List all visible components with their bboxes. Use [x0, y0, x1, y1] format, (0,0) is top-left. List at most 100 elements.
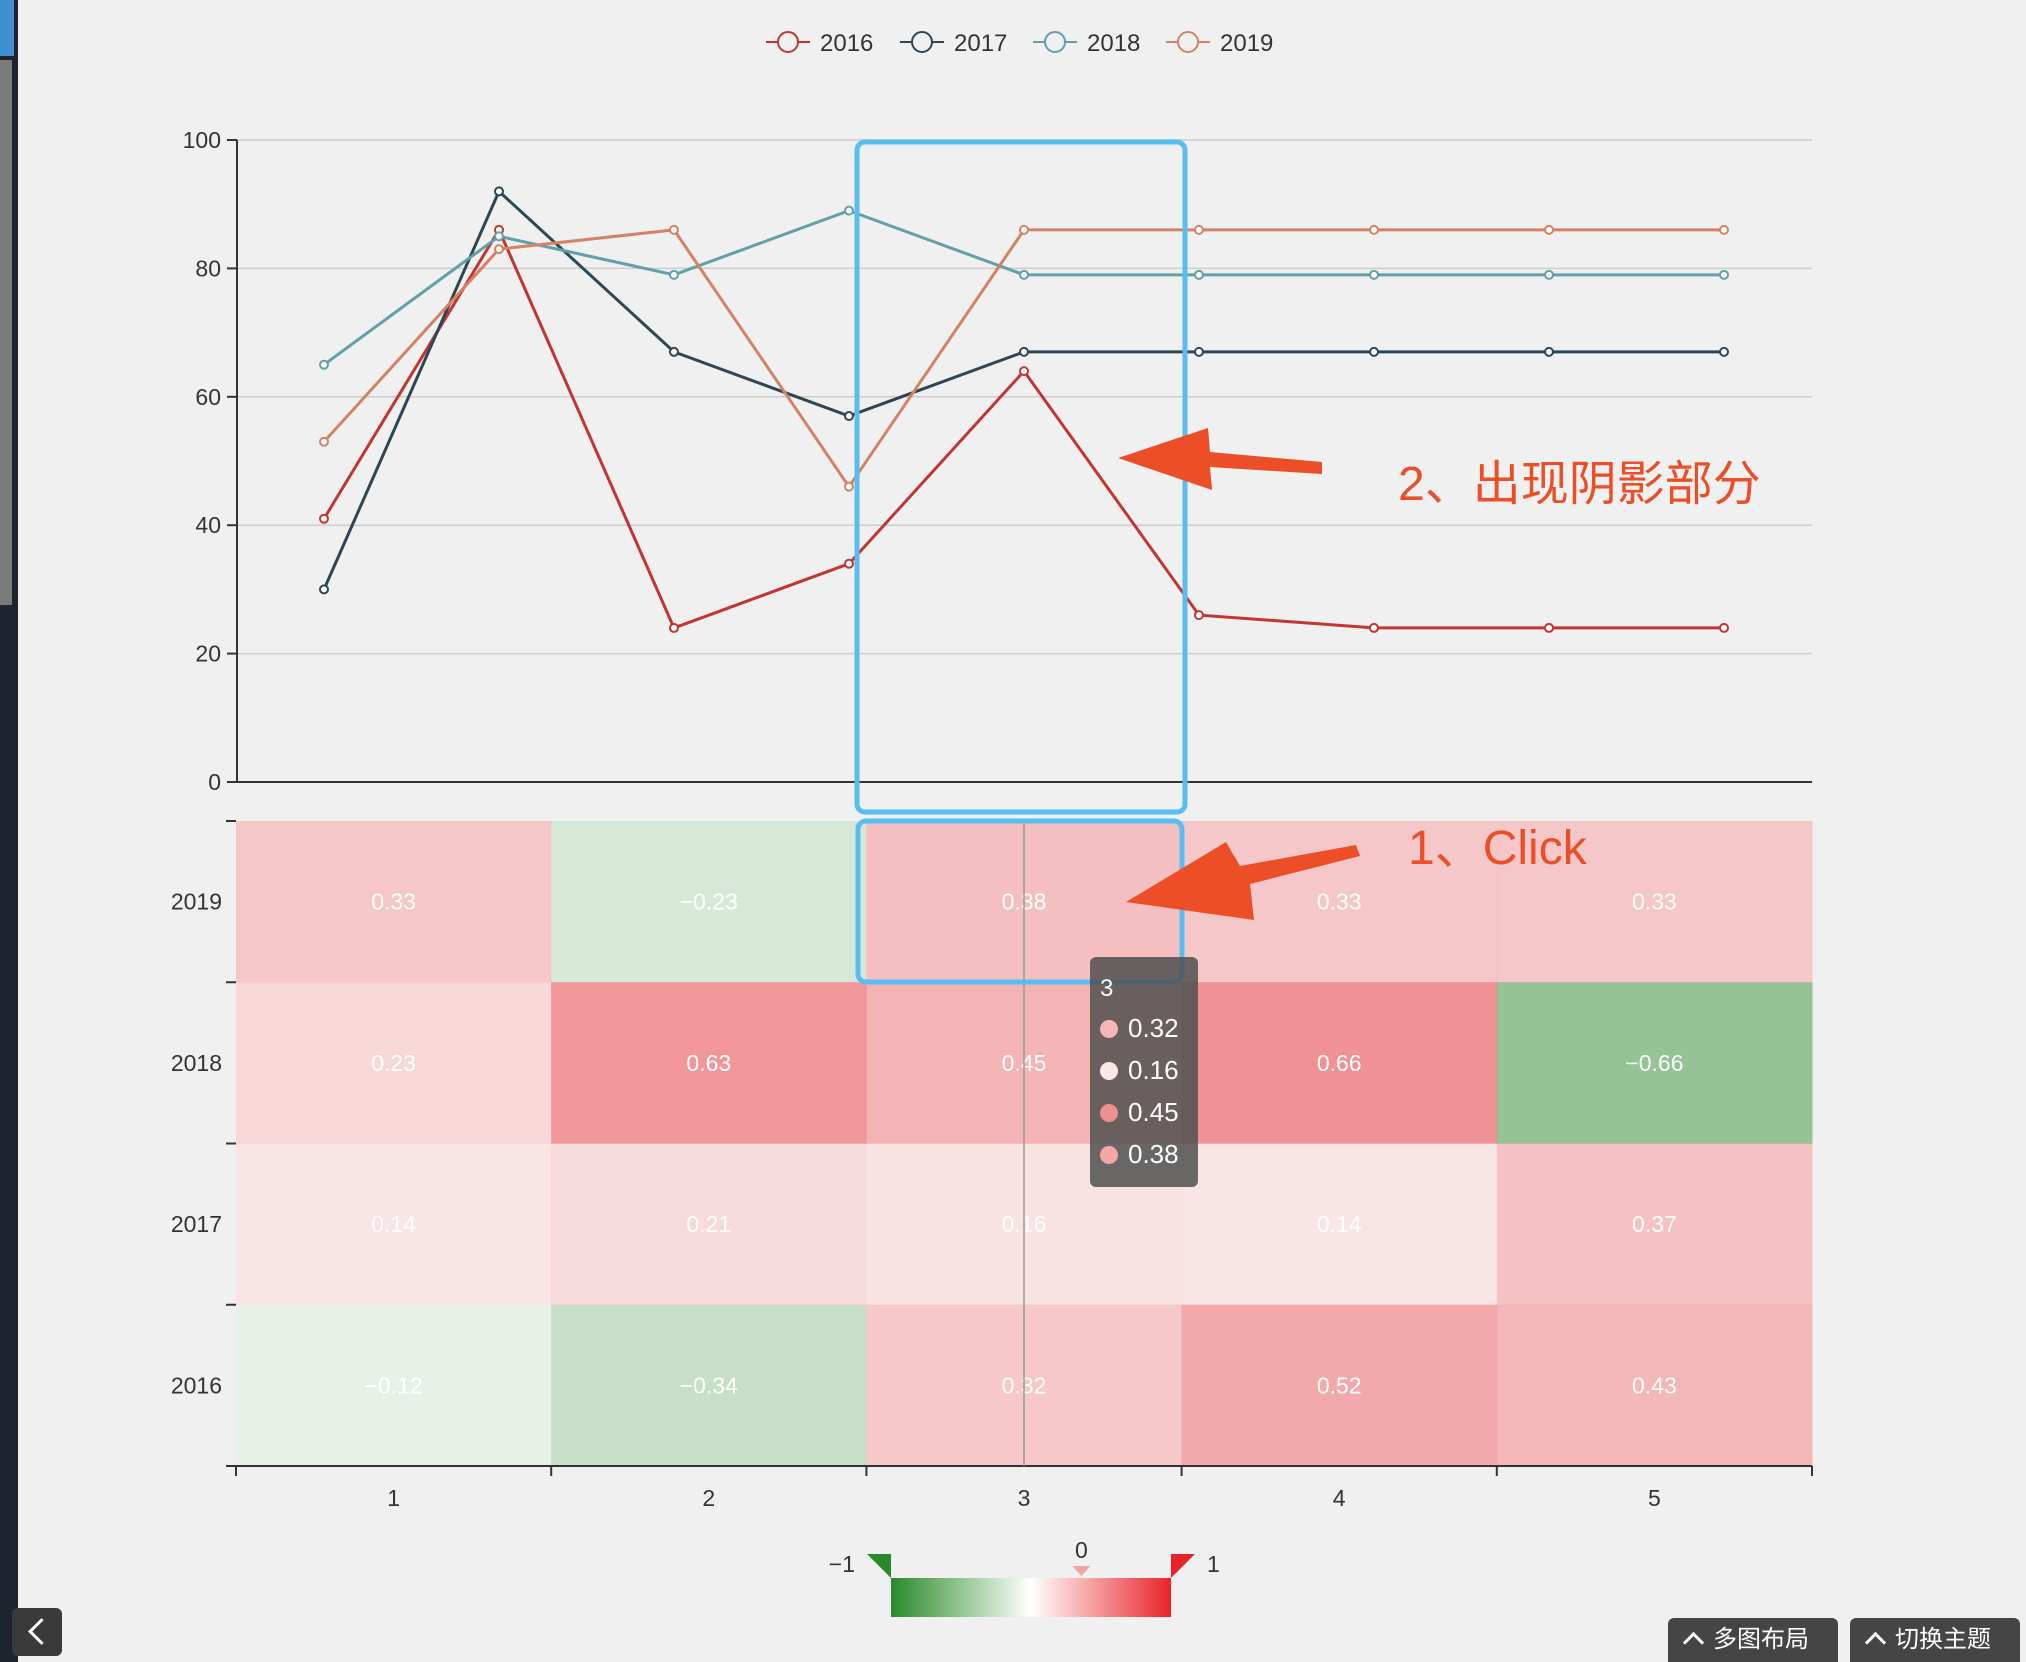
- arrow-to-cell-icon: [1126, 842, 1360, 920]
- data-point: [1194, 346, 1204, 357]
- heatmap-cell-label: 0.63: [686, 1050, 731, 1076]
- data-point: [844, 411, 854, 422]
- data-point: [669, 269, 679, 280]
- heatmap-cell: [1181, 1304, 1498, 1467]
- legend-label: 2018: [1087, 30, 1140, 57]
- heatmap-cell-label: 0.43: [1632, 1372, 1677, 1398]
- heatmap-axes: 1 2 3 4 5 2019 2018 2017 2016: [171, 820, 1813, 1511]
- tooltip-row: 0.45: [1100, 1091, 1198, 1133]
- data-point: [494, 231, 504, 242]
- switch-theme-button[interactable]: 切换主题: [1850, 1618, 2020, 1662]
- y-tick-label: 2018: [171, 1050, 222, 1076]
- tooltip: 3 0.32 0.16 0.45 0.38: [1090, 957, 1198, 1187]
- visual-map-indicator-label: 0: [1075, 1537, 1088, 1563]
- data-point: [1194, 610, 1204, 621]
- chevron-up-icon: [1864, 1631, 1887, 1654]
- y-tick-label: 40: [195, 512, 221, 538]
- heatmap-cell-label: 0.33: [1317, 889, 1362, 915]
- tooltip-row: 0.16: [1100, 1049, 1198, 1091]
- data-point: [319, 359, 329, 370]
- tooltip-dot: [1100, 1020, 1118, 1038]
- arrow-to-shadow-icon: [1118, 428, 1322, 490]
- data-point: [844, 481, 854, 492]
- data-point: [1194, 269, 1204, 280]
- sidebar-tab[interactable]: [0, 0, 14, 56]
- tooltip-value: 0.16: [1128, 1055, 1179, 1085]
- x-tick-label: 5: [1648, 1485, 1661, 1511]
- data-point: [1194, 224, 1204, 235]
- legend[interactable]: 2016 2017 2018 2019: [766, 30, 1273, 57]
- heatmap-cell-label: 0.33: [1632, 889, 1677, 915]
- data-point: [319, 436, 329, 447]
- tooltip-row: 0.38: [1100, 1133, 1198, 1175]
- heatmap-cell-label: 0.21: [686, 1211, 731, 1237]
- data-point: [319, 513, 329, 524]
- heatmap-cell-label: 0.52: [1317, 1372, 1362, 1398]
- heatmap-cell-label: −0.12: [364, 1372, 422, 1398]
- tooltip-dot: [1100, 1146, 1118, 1164]
- x-tick-label: 2: [702, 1485, 715, 1511]
- heatmap-cell-label: 0.14: [1317, 1211, 1362, 1237]
- data-point: [494, 244, 504, 255]
- data-point: [1019, 269, 1029, 280]
- tooltip-dot: [1100, 1062, 1118, 1080]
- y-tick-label: 0: [208, 769, 221, 795]
- heatmap-cell-label: 0.33: [371, 889, 416, 915]
- line-chart-series[interactable]: [319, 186, 1729, 633]
- heatmap-cell: [1496, 982, 1813, 1144]
- x-tick-label: 3: [1018, 1485, 1031, 1511]
- tooltip-row: 0.32: [1100, 1007, 1198, 1049]
- tooltip-value: 0.32: [1128, 1013, 1179, 1043]
- heatmap-cell-label: −0.66: [1625, 1050, 1683, 1076]
- heatmap-cell: [1496, 821, 1813, 983]
- data-point: [669, 224, 679, 235]
- legend-label: 2017: [954, 30, 1007, 57]
- data-point: [1544, 224, 1554, 235]
- visual-map-indicator: [1072, 1566, 1091, 1576]
- legend-label: 2019: [1220, 30, 1273, 57]
- x-tick-label: 4: [1333, 1485, 1346, 1511]
- annotation-step-2: 2、出现阴影部分: [1398, 458, 1761, 511]
- x-tick-label: 1: [387, 1485, 400, 1511]
- legend-marker: [1177, 31, 1199, 53]
- heatmap-cell: [236, 821, 552, 983]
- heatmap-cell-label: 0.37: [1632, 1211, 1677, 1237]
- data-point: [1544, 346, 1554, 357]
- heatmap-cell: [1496, 1304, 1813, 1467]
- annotation-step-1: 1、Click: [1408, 822, 1587, 875]
- heatmap-cell: [551, 1304, 867, 1467]
- tooltip-value: 0.45: [1128, 1097, 1179, 1127]
- multi-chart-layout-button[interactable]: 多图布局: [1668, 1618, 1838, 1662]
- y-tick-label: 60: [195, 384, 221, 410]
- left-sidebar-strip: [0, 0, 18, 1662]
- heatmap-cell: [551, 982, 867, 1144]
- heatmap-cells[interactable]: 0.33 −0.23 0.38 0.33 0.33 0.23 0.63 0.45 0.66 −0.…: [236, 821, 1813, 1467]
- data-point: [1544, 269, 1554, 280]
- y-tick-label: 2016: [171, 1372, 222, 1398]
- visual-map-max-label: 1: [1207, 1551, 1220, 1577]
- y-tick-label: 100: [183, 127, 221, 153]
- heatmap-cell-label: 0.66: [1317, 1050, 1362, 1076]
- visual-map[interactable]: −1 1 0: [829, 1537, 1220, 1617]
- sidebar-scrollbar[interactable]: [0, 60, 12, 605]
- series-line-2016: [322, 226, 1724, 630]
- visual-map-max-handle: [1171, 1554, 1195, 1578]
- y-tick-label: 2017: [171, 1211, 222, 1237]
- data-point: [1719, 622, 1729, 633]
- tooltip-title: 3: [1100, 975, 1114, 1002]
- series-line-2017: [322, 188, 1724, 591]
- data-point: [844, 205, 854, 216]
- y-tick-label: 80: [195, 255, 221, 281]
- data-point: [494, 186, 504, 197]
- back-button[interactable]: [12, 1608, 62, 1656]
- visual-map-bar: [891, 1578, 1171, 1617]
- data-point: [1369, 224, 1379, 235]
- data-point: [669, 622, 679, 633]
- legend-label: 2016: [820, 30, 873, 57]
- data-point: [319, 584, 329, 595]
- heatmap-cell: [236, 1143, 552, 1306]
- highlight-box-shadow-area: [854, 139, 1188, 815]
- heatmap-cell-label: 0.23: [371, 1050, 416, 1076]
- visual-map-min-handle: [867, 1554, 891, 1578]
